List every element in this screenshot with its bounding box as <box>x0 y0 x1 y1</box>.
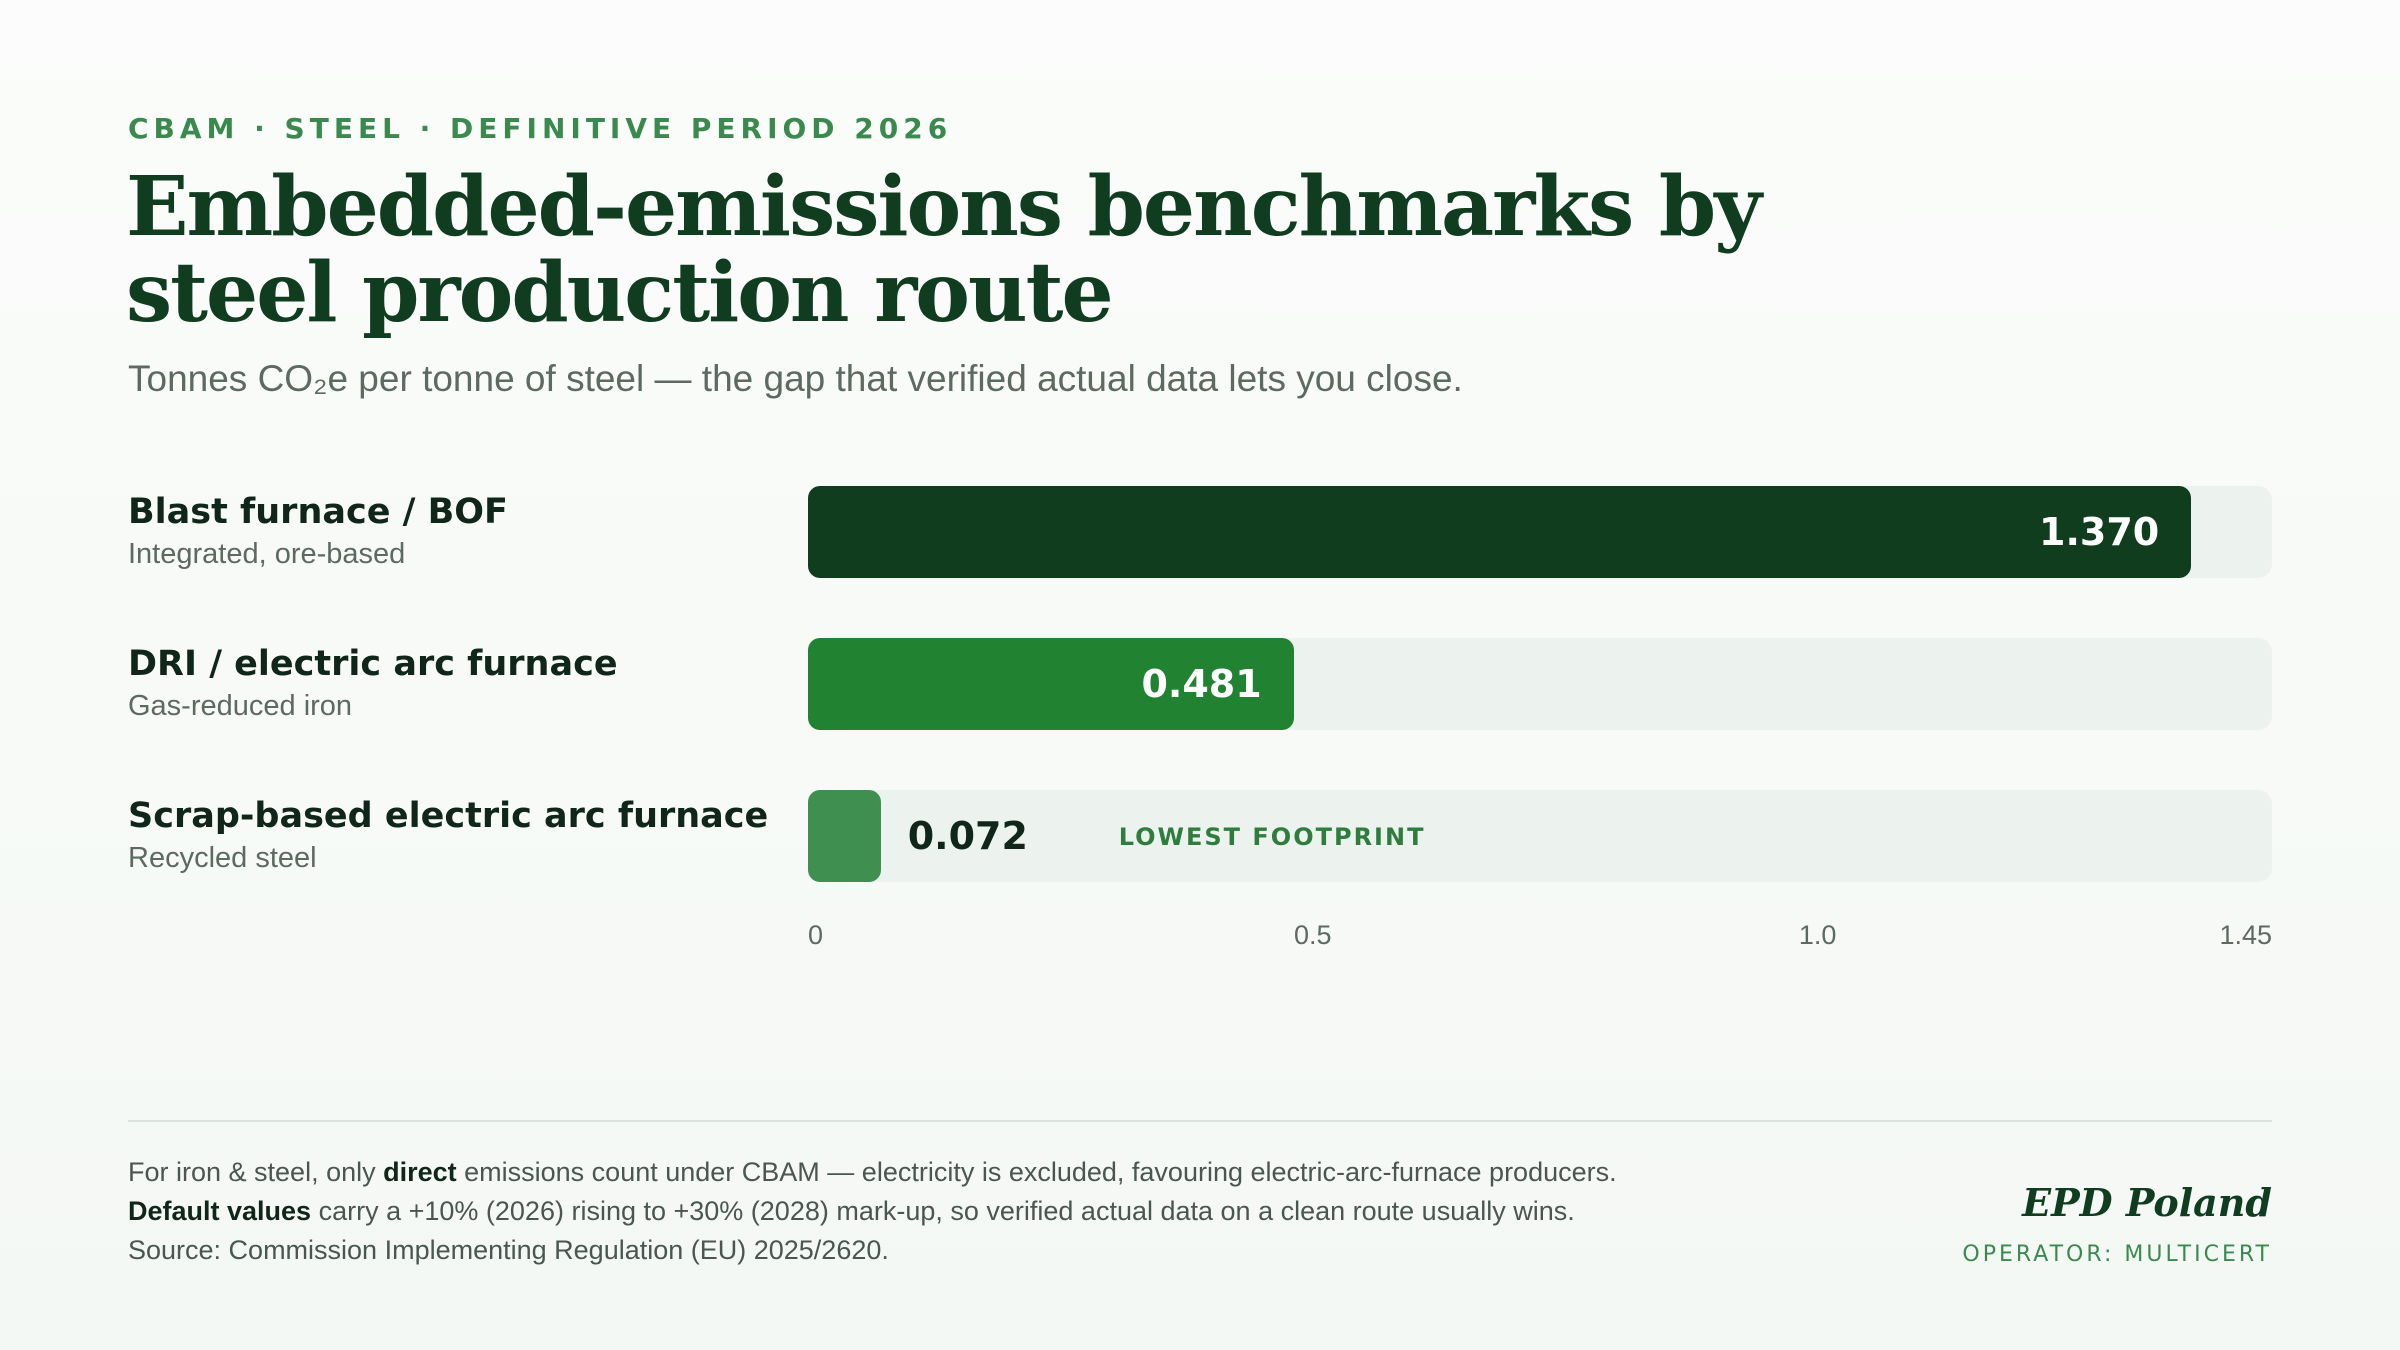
bar-track: 0.481 <box>808 638 2272 730</box>
chart-title: Embedded-emissions benchmarks by steel p… <box>126 159 1762 341</box>
footnote-text: For iron & steel, only <box>128 1157 384 1187</box>
footnote-default-values: Default values carry a +10% (2026) risin… <box>128 1192 1617 1231</box>
chart-subtitle: Tonnes CO₂e per tonne of steel — the gap… <box>128 358 1463 399</box>
footnote-direct-emissions: For iron & steel, only direct emissions … <box>128 1153 1617 1192</box>
data-label: 1.370 <box>2039 510 2160 554</box>
x-tick-label: 1.45 <box>2219 920 2272 950</box>
bar-track: 1.370 <box>808 486 2272 578</box>
category-label: DRI / electric arc furnace <box>128 644 618 684</box>
footnote-emphasis: Default values <box>128 1196 312 1226</box>
operator-label: OPERATOR: MULTICERT <box>1962 1242 2272 1267</box>
kicker: CBAM · STEEL · DEFINITIVE PERIOD 2026 <box>128 112 953 145</box>
category-sublabel: Gas-reduced iron <box>128 690 353 722</box>
footnotes: For iron & steel, only direct emissions … <box>128 1153 1617 1270</box>
x-tick-label: 0 <box>808 920 824 950</box>
category-label: Scrap-based electric arc furnace <box>128 796 769 836</box>
lowest-footprint-badge: LOWEST FOOTPRINT <box>1118 823 1426 851</box>
row-label: Scrap-based electric arc furnace Recycled… <box>128 794 768 875</box>
footnote-text: carry a +10% (2026) rising to +30% (2028… <box>311 1196 1575 1226</box>
bar <box>808 486 2192 578</box>
footnote-text: emissions count under CBAM — electricity… <box>456 1157 1617 1187</box>
footer-divider <box>128 1120 2272 1122</box>
bar-track: 0.072 LOWEST FOOTPRINT <box>808 790 2272 882</box>
footnote-emphasis: direct <box>383 1157 457 1187</box>
x-tick-label: 0.5 <box>1294 920 1332 950</box>
row-label: DRI / electric arc furnace Gas-reduced ir… <box>128 642 618 723</box>
bar <box>808 790 881 882</box>
row-label: Blast furnace / BOF Integrated, ore-based <box>128 490 508 571</box>
data-label: 0.481 <box>1141 662 1262 706</box>
data-label: 0.072 <box>907 814 1028 858</box>
category-sublabel: Integrated, ore-based <box>128 538 406 570</box>
category-label: Blast furnace / BOF <box>128 492 508 532</box>
source-note: Source: Commission Implementing Regulati… <box>128 1235 889 1265</box>
x-tick-label: 1.0 <box>1798 920 1837 950</box>
bar <box>808 638 1294 730</box>
category-sublabel: Recycled steel <box>128 842 317 874</box>
brand-logo: EPD Poland <box>2022 1180 2272 1225</box>
